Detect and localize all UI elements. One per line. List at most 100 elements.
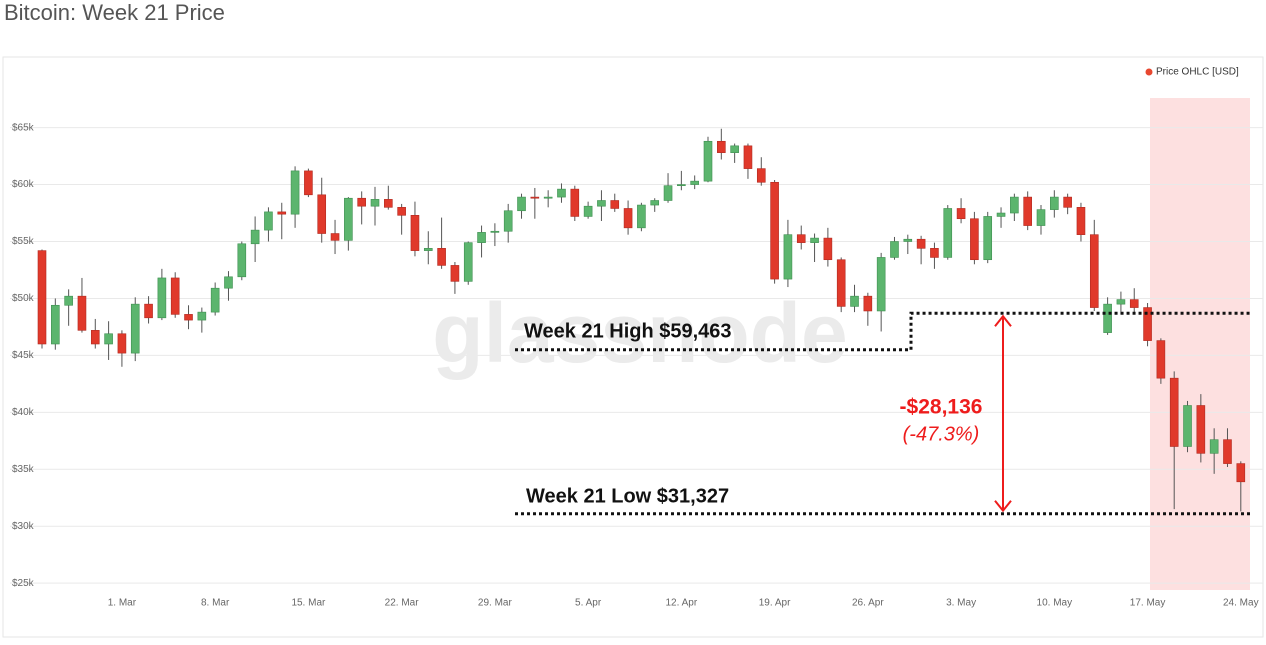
candle-body	[290, 170, 300, 215]
candle-body	[1116, 299, 1126, 305]
candle-body	[1156, 340, 1166, 379]
high-line	[515, 311, 1250, 352]
candle-body	[650, 200, 660, 206]
candle-body	[384, 199, 393, 208]
candle-body	[1209, 439, 1219, 454]
candle-body	[823, 237, 833, 261]
candle-body	[956, 208, 966, 220]
candle-body	[1143, 307, 1152, 341]
candle-body	[330, 233, 340, 241]
candle-body	[1129, 299, 1139, 308]
candle-body	[437, 248, 446, 266]
candle-body	[157, 277, 167, 319]
candle-body	[503, 210, 513, 232]
candle-body	[863, 295, 873, 312]
x-tick-label: 17. May	[1130, 598, 1166, 609]
x-tick-label: 5. Apr	[575, 598, 602, 609]
candle-body	[810, 237, 819, 243]
candle-body	[77, 295, 87, 331]
candle-body	[836, 259, 846, 307]
x-tick-label: 12. Apr	[666, 598, 698, 609]
candle-body	[277, 211, 287, 215]
candle-body	[730, 145, 739, 153]
candle-body	[743, 145, 753, 169]
x-tick-label: 24. May	[1223, 598, 1259, 609]
candle-body	[690, 180, 699, 185]
candle-body	[583, 205, 593, 217]
candle-body	[250, 229, 260, 245]
candle-body	[876, 257, 886, 312]
candle-body	[930, 248, 939, 258]
candle-body	[184, 314, 193, 321]
candle-body	[557, 188, 566, 198]
candle-body	[317, 194, 327, 234]
candle-body	[916, 238, 926, 249]
candle-body	[1036, 209, 1046, 226]
annotations: Week 21 High $59,463 Week 21 Low $31,327 -…	[515, 311, 1250, 516]
candle-body	[224, 276, 233, 289]
candle-body	[903, 238, 913, 242]
x-tick-label: 26. Apr	[852, 598, 884, 609]
candle-body	[1076, 207, 1086, 235]
candle-body	[130, 303, 140, 354]
candle-body	[677, 184, 686, 186]
annotation-low: Week 21 Low $31,327	[526, 485, 729, 507]
candle-body	[543, 196, 553, 199]
candle-body	[637, 204, 646, 229]
candle-body	[423, 248, 433, 251]
candle-body	[996, 212, 1006, 217]
candle-body	[770, 181, 779, 280]
y-tick-label: $45k	[12, 350, 35, 361]
y-tick-label: $40k	[12, 407, 35, 418]
x-tick-label: 8. Mar	[201, 598, 230, 609]
candle-body	[970, 218, 979, 261]
candle-body	[344, 197, 353, 241]
candle-body	[104, 333, 113, 345]
chart-title: Bitcoin: Week 21 Price	[4, 0, 225, 25]
candle-body	[1050, 196, 1059, 210]
x-tick-label: 19. Apr	[759, 598, 791, 609]
x-tick-label: 3. May	[946, 598, 976, 609]
candle-body	[490, 230, 500, 233]
y-tick-label: $35k	[12, 464, 35, 475]
y-tick-label: $30k	[12, 521, 35, 532]
candle-body	[796, 234, 806, 243]
candle-body	[1169, 377, 1179, 447]
annotation-high: Week 21 High $59,463	[524, 320, 732, 342]
candle-body	[663, 185, 673, 201]
candle-body	[90, 330, 100, 345]
candles	[37, 128, 1246, 512]
highlight-region	[1150, 98, 1250, 590]
annotation-pct: (-47.3%)	[903, 423, 980, 445]
y-tick-label: $65k	[12, 122, 35, 133]
candle-body	[1223, 439, 1232, 464]
candle-body	[756, 168, 766, 183]
candle-body	[237, 243, 247, 278]
candle-body	[530, 196, 540, 199]
candle-body	[570, 188, 580, 217]
candle-body	[623, 208, 633, 229]
candle-body	[450, 265, 460, 282]
candle-body	[597, 200, 606, 207]
candle-body	[304, 170, 313, 196]
candle-body	[717, 140, 726, 153]
candle-body	[264, 211, 273, 231]
y-tick-label: $50k	[12, 293, 35, 304]
candle-body	[943, 208, 953, 258]
x-tick-label: 29. Mar	[478, 598, 513, 609]
candle-body	[370, 199, 380, 207]
y-tick-label: $25k	[12, 578, 35, 589]
candle-body	[37, 250, 47, 345]
candle-body	[357, 197, 366, 207]
watermark: glassnode	[432, 286, 847, 380]
legend-marker	[1145, 68, 1153, 76]
x-tick-label: 1. Mar	[108, 598, 137, 609]
y-tick-label: $55k	[12, 236, 35, 247]
candle-body	[850, 295, 859, 307]
candle-body	[144, 303, 153, 319]
candle-body	[1183, 405, 1192, 447]
candle-body	[1236, 463, 1246, 483]
candle-body	[1063, 196, 1072, 208]
candle-body	[170, 277, 180, 315]
arrow-head	[994, 314, 1012, 513]
